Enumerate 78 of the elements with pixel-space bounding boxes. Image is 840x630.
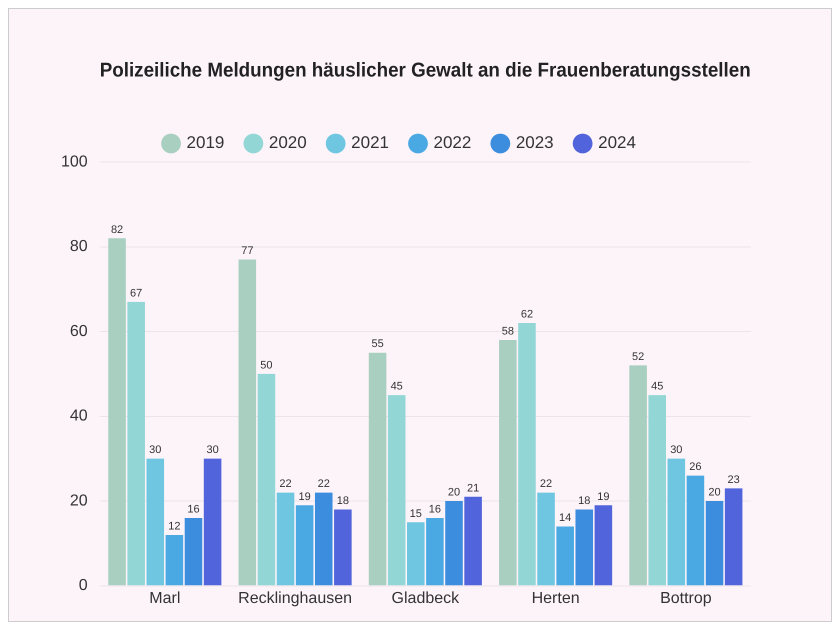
legend-label: 2021 [351,133,390,152]
bar [388,395,406,586]
data-label: 16 [428,504,442,516]
y-tick-label: 60 [70,322,88,340]
bar [686,476,704,586]
y-tick-label: 100 [60,153,88,170]
bar [238,259,256,586]
bar [407,522,425,586]
y-tick-label: 40 [70,408,88,425]
data-label: 20 [708,486,721,499]
data-label: 14 [559,512,572,524]
x-tick-label: Bottrop [660,590,712,607]
data-label: 77 [241,245,254,258]
y-tick-label: 20 [70,492,88,510]
legend-label: 2019 [186,133,224,152]
bar [204,458,222,586]
y-tick-label: 80 [70,238,88,256]
data-label: 18 [578,495,590,508]
data-label: 55 [371,338,384,350]
data-label: 50 [260,359,273,372]
bar [368,352,386,586]
bar [629,365,647,586]
x-tick-label: Recklinghausen [238,590,352,607]
bar [464,496,482,586]
data-label: 30 [149,444,162,456]
x-tick-label: Herten [532,590,580,607]
data-label: 22 [318,478,330,490]
legend-label: 2023 [516,133,554,152]
data-label: 30 [206,444,219,456]
data-label: 16 [187,504,200,516]
data-label: 52 [632,350,644,363]
bar [296,505,314,586]
data-label: 15 [410,508,422,520]
data-label: 19 [597,490,610,503]
data-label: 19 [298,490,311,503]
bar [108,238,126,586]
data-label: 58 [502,326,514,338]
x-tick-label: Marl [149,590,180,607]
bar [556,526,574,586]
bar [724,488,742,586]
chart-title: Polizeiliche Meldungen häuslicher Gewalt an die Frauenberatungsstellen [100,59,751,82]
bar [706,501,724,586]
bar [258,374,276,586]
data-label: 23 [728,474,740,486]
bar [537,492,555,586]
data-label: 22 [540,478,552,490]
data-label: 21 [466,482,480,494]
bar [314,492,333,586]
x-tick-label: Gladbeck [392,590,460,607]
legend-label: 2022 [434,133,472,152]
bar [648,395,666,586]
data-label: 26 [689,461,702,474]
data-label: 20 [448,486,460,499]
bar [594,505,612,586]
bar [518,323,536,586]
data-label: 12 [168,520,181,532]
data-label: 82 [110,224,124,236]
data-label: 62 [520,308,534,321]
bar [166,534,184,586]
data-label: 45 [390,380,403,393]
bar [334,510,352,586]
legend-label: 2024 [598,133,636,152]
data-label: 45 [651,380,664,393]
data-label: 22 [279,478,292,490]
data-label: 18 [336,495,349,508]
bar [426,518,444,586]
y-tick-label: 0 [78,577,88,594]
bar [668,458,686,586]
bar [499,340,517,586]
bar [184,518,202,586]
bar [276,492,294,586]
bar [127,302,145,586]
bar [146,458,164,586]
bar [445,501,463,586]
bar [575,510,594,586]
legend-label: 2020 [268,133,307,152]
data-label: 30 [670,444,682,456]
data-label: 67 [130,287,142,300]
